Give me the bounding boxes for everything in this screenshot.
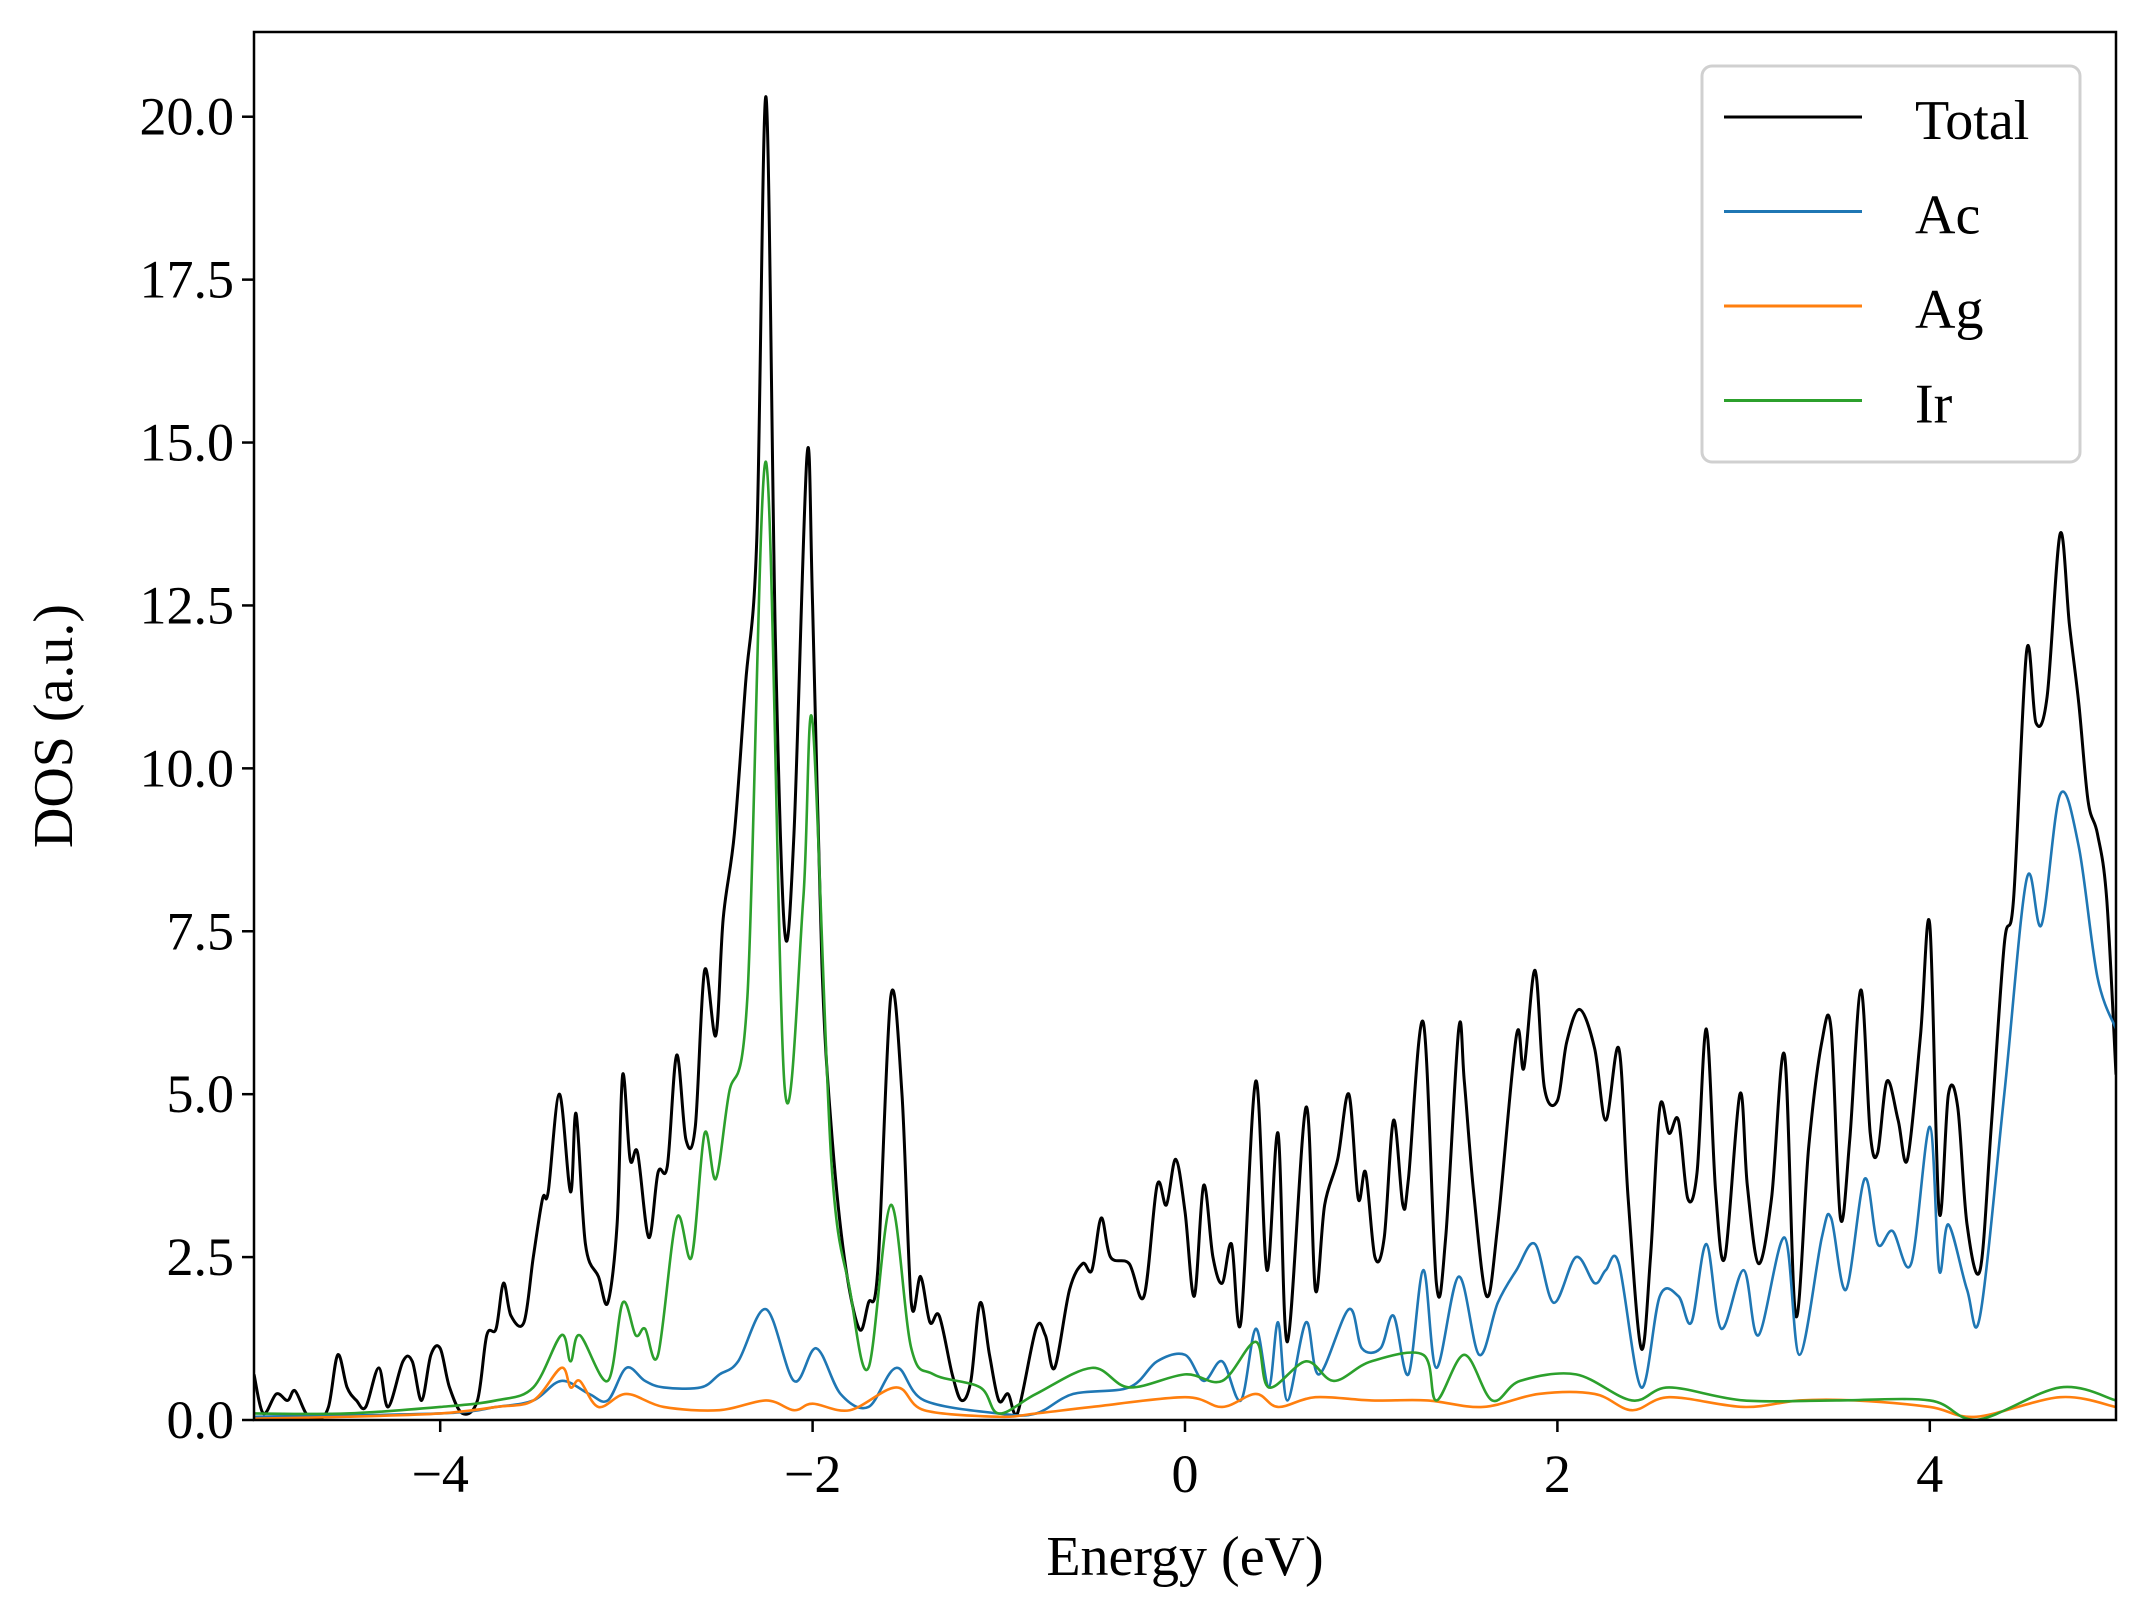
legend-box <box>1700 64 2082 464</box>
y-tick-label: 0.0 <box>167 1390 235 1450</box>
series-line-total <box>254 95 2116 1420</box>
x-ticks: −4 −2 0 2 4 <box>411 1420 1943 1504</box>
x-tick-label: 0 <box>1172 1444 1199 1504</box>
x-tick-label: −4 <box>411 1444 468 1504</box>
y-tick-label: 20.0 <box>140 87 235 147</box>
y-tick-label: 15.0 <box>140 413 235 473</box>
x-tick-label: 2 <box>1544 1444 1571 1504</box>
x-axis-label: Energy (eV) <box>1046 1526 1323 1588</box>
series-lines <box>254 95 2116 1420</box>
y-tick-label: 2.5 <box>167 1227 235 1287</box>
legend: Total Ac Ag Ir <box>1700 64 2082 464</box>
y-tick-label: 12.5 <box>140 575 235 635</box>
x-tick-label: −2 <box>784 1444 841 1504</box>
y-tick-label: 5.0 <box>167 1064 235 1124</box>
y-axis-label: DOS (a.u.) <box>23 604 85 848</box>
legend-label: Total <box>1915 90 2029 152</box>
legend-label: Ir <box>1915 374 1953 436</box>
series-line-ag <box>254 1366 2116 1420</box>
y-tick-label: 17.5 <box>140 250 235 310</box>
y-tick-label: 7.5 <box>167 901 235 961</box>
series-line-ir <box>254 460 2116 1420</box>
legend-label: Ag <box>1915 279 1983 341</box>
y-ticks: 0.0 2.5 5.0 7.5 10.0 12.5 15.0 17.5 20.0 <box>140 87 254 1450</box>
legend-label: Ac <box>1915 185 1980 247</box>
x-tick-label: 4 <box>1916 1444 1943 1504</box>
series-line-ac <box>254 790 2116 1419</box>
y-tick-label: 10.0 <box>140 738 235 798</box>
